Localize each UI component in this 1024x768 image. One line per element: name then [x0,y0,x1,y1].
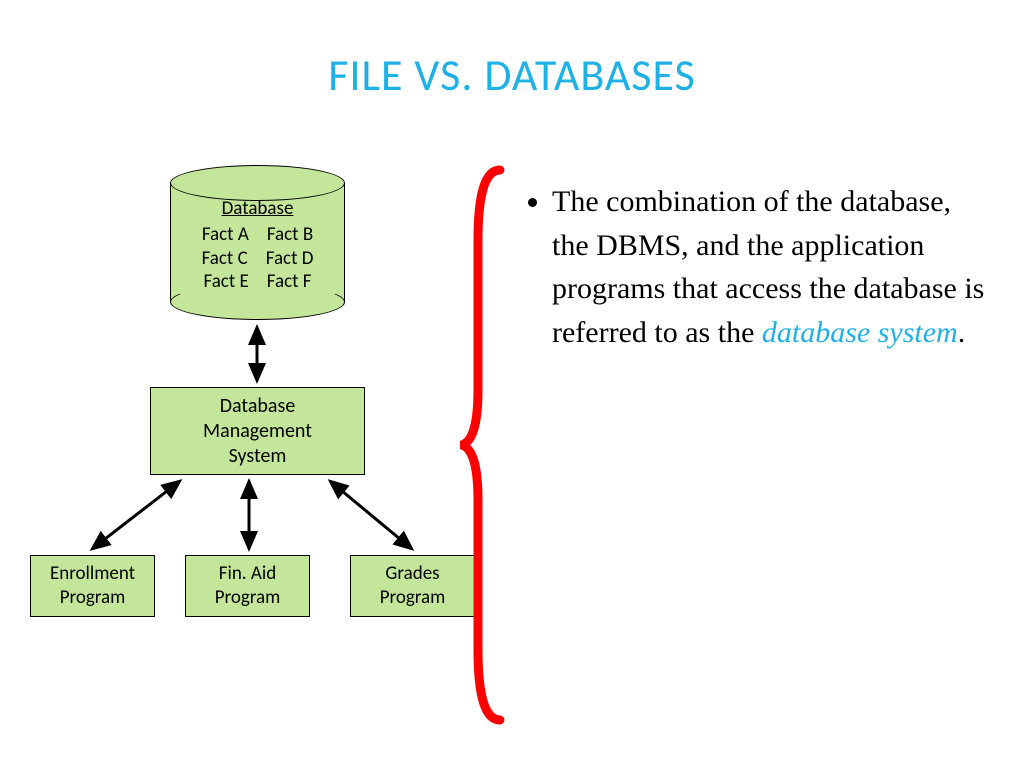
fact-cell: Fact B [267,223,313,247]
fact-row: Fact C Fact D [170,247,345,271]
program-box-enrollment: Enrollment Program [30,555,155,617]
bullet-text: The combination of the database, the DBM… [520,180,990,354]
program-line: Grades [385,562,439,586]
cylinder-label: Database [170,197,345,221]
fact-row: Fact A Fact B [170,223,345,247]
dbms-line: Database [220,394,296,419]
brace-icon [460,160,520,730]
bullet-emph: database system [762,316,958,349]
bullet-suffix: . [958,316,966,349]
fact-row: Fact E Fact F [170,270,345,294]
fact-cell: Fact C [202,247,248,271]
dbms-box: Database Management System [150,387,365,475]
program-box-finaid: Fin. Aid Program [185,555,310,617]
dbms-line: Management [203,419,312,444]
fact-cell: Fact D [266,247,314,271]
program-line: Enrollment [50,562,135,586]
program-line: Program [380,586,446,610]
dbms-line: System [229,444,287,469]
program-line: Program [60,586,126,610]
database-cylinder: Database Fact A Fact B Fact C Fact D Fac… [170,165,345,320]
cylinder-top [170,165,345,201]
diagram-area: Database Fact A Fact B Fact C Fact D Fac… [30,165,480,635]
program-line: Program [215,586,281,610]
program-line: Fin. Aid [219,562,277,586]
fact-cell: Fact E [203,270,248,294]
bullet-item: The combination of the database, the DBM… [552,180,990,354]
slide-title: FILE VS. DATABASES [0,48,1024,102]
program-box-grades: Grades Program [350,555,475,617]
fact-cell: Fact A [202,223,249,247]
cylinder-content: Database Fact A Fact B Fact C Fact D Fac… [170,197,345,294]
fact-cell: Fact F [267,270,312,294]
